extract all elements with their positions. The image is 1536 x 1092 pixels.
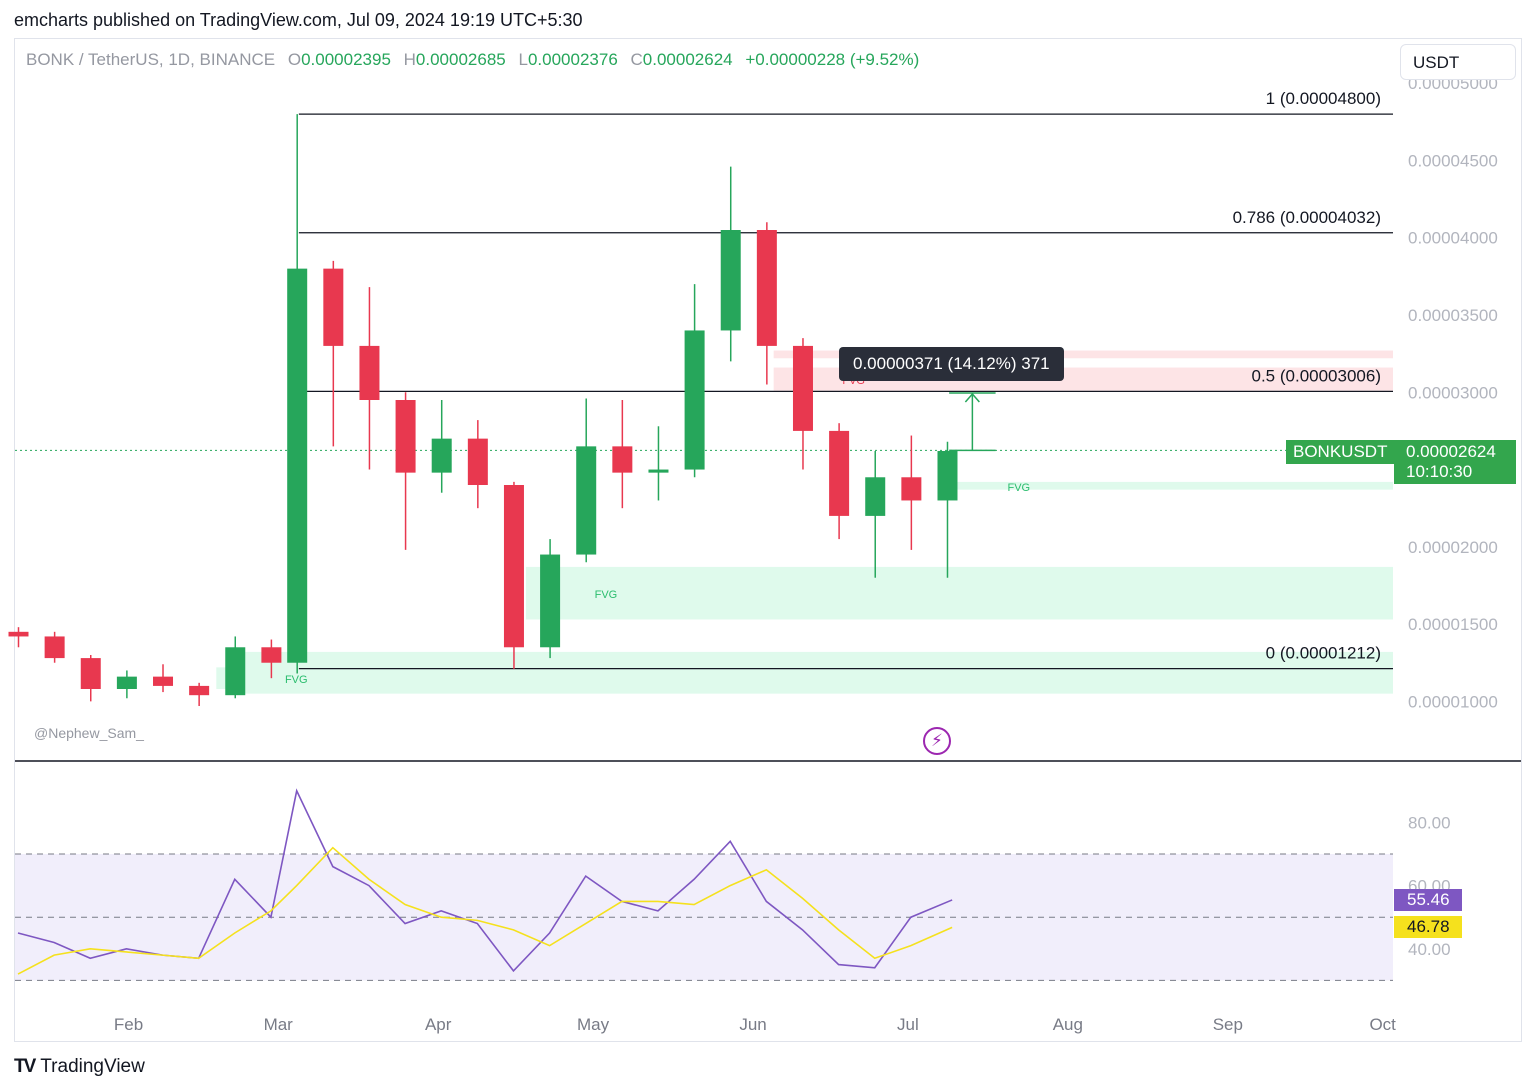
date-tick-0: Feb xyxy=(114,1015,143,1034)
publisher-line: emcharts published on TradingView.com, J… xyxy=(14,10,583,30)
fvg-label-3: FVG xyxy=(1008,482,1031,494)
candle-body-20 xyxy=(720,230,741,331)
candle-body-5 xyxy=(189,685,210,696)
tradingview-logo-text: TradingView xyxy=(40,1056,145,1077)
candle-body-10 xyxy=(359,345,380,400)
close-label: C xyxy=(630,50,643,69)
candle-body-13 xyxy=(467,438,488,485)
candle-body-3 xyxy=(116,676,137,689)
fib-label-1: 0.786 (0.00004032) xyxy=(1233,208,1381,227)
date-tick-4: Jun xyxy=(739,1015,766,1034)
fvg-zone-2 xyxy=(216,667,1394,689)
fvg-zone-0 xyxy=(525,566,1393,620)
candle-body-7 xyxy=(261,647,282,663)
fib-label-2: 0.5 (0.00003006) xyxy=(1252,366,1382,385)
candle-body-23 xyxy=(829,430,850,516)
date-tick-6: Aug xyxy=(1053,1015,1083,1034)
candle-body-1 xyxy=(44,636,65,659)
rsi-tick-0: 40.00 xyxy=(1408,940,1451,959)
candle-body-19 xyxy=(684,330,705,470)
measure-arrowhead xyxy=(964,392,980,403)
candle-body-21 xyxy=(756,230,777,346)
candle-body-16 xyxy=(576,446,597,555)
fvg-label-0: FVG xyxy=(595,589,618,601)
currency-button[interactable]: USDT xyxy=(1400,44,1516,80)
candle-body-8 xyxy=(287,268,308,663)
open-value: 0.00002395 xyxy=(301,50,391,69)
fvg-zone-3 xyxy=(938,481,1393,490)
date-tick-8: Oct xyxy=(1369,1015,1396,1034)
open-label: O xyxy=(287,50,302,69)
candle-body-12 xyxy=(431,438,452,473)
fib-label-3: 0 (0.00001212) xyxy=(1266,644,1381,663)
price-tick-6: 0.00004000 xyxy=(1408,229,1498,248)
candle-body-25 xyxy=(901,477,922,501)
date-tick-5: Jul xyxy=(897,1015,919,1034)
candle-body-9 xyxy=(323,268,344,346)
candle-body-26 xyxy=(937,451,958,501)
fib-label-0: 1 (0.00004800) xyxy=(1266,89,1381,108)
date-tick-1: Mar xyxy=(264,1015,294,1034)
rsi-value-tag: 55.46 xyxy=(1394,888,1462,911)
fvg-label-2: FVG xyxy=(285,674,308,686)
date-tick-7: Sep xyxy=(1213,1015,1243,1034)
price-tick-7: 0.00004500 xyxy=(1408,151,1498,170)
tradingview-logo-icon: TV xyxy=(14,1056,36,1077)
low-label: L xyxy=(518,50,528,69)
candle-body-14 xyxy=(503,485,524,648)
price-tick-2: 0.00002000 xyxy=(1408,538,1498,557)
price-tick-1: 0.00001500 xyxy=(1408,615,1498,634)
chart-frame xyxy=(14,38,1522,1042)
fvg-zone-5 xyxy=(773,350,1393,359)
candle-body-6 xyxy=(225,647,246,696)
last-price-value: 0.00002624 xyxy=(1406,442,1496,461)
low-value: 0.00002376 xyxy=(527,50,618,69)
rsi-ma-value-tag: 46.78 xyxy=(1394,916,1462,939)
ohlc-legend: BONK / TetherUS, 1D, BINANCE O0.00002395… xyxy=(26,50,927,70)
price-tick-5: 0.00003500 xyxy=(1408,306,1498,325)
high-value: 0.00002685 xyxy=(415,50,506,69)
symbol-price-tag: BONKUSDT xyxy=(1286,440,1395,464)
price-tick-0: 0.00001000 xyxy=(1408,692,1498,711)
bar-countdown: 10:10:30 xyxy=(1406,462,1473,481)
price-tick-4: 0.00003000 xyxy=(1408,383,1498,402)
candle-body-2 xyxy=(80,658,101,689)
last-price-tag: 0.00002624 10:10:30 xyxy=(1394,440,1516,484)
candle-body-18 xyxy=(648,469,669,473)
high-label: H xyxy=(403,50,416,69)
change-value: +0.00000228 (+9.52%) xyxy=(745,50,920,69)
candle-body-11 xyxy=(395,400,416,473)
candle-body-15 xyxy=(540,554,561,648)
symbol-line: BONK / TetherUS, 1D, BINANCE xyxy=(26,50,276,69)
author-watermark: @Nephew_Sam_ xyxy=(34,725,144,741)
rsi-ma-line xyxy=(17,846,953,975)
lightning-icon[interactable]: ⚡ xyxy=(923,727,951,755)
tradingview-logo[interactable]: TV TradingView xyxy=(14,1056,145,1078)
candle-body-22 xyxy=(792,345,813,431)
candle-body-4 xyxy=(153,676,174,686)
date-tick-3: May xyxy=(577,1015,610,1034)
close-value: 0.00002624 xyxy=(642,50,733,69)
measure-tooltip: 0.00000371 (14.12%) 371 xyxy=(839,347,1064,381)
date-tick-2: Apr xyxy=(425,1015,452,1034)
candle-body-17 xyxy=(612,446,633,473)
candle-body-24 xyxy=(865,477,886,516)
rsi-tick-2: 80.00 xyxy=(1408,813,1451,832)
candle-body-0 xyxy=(8,631,29,637)
